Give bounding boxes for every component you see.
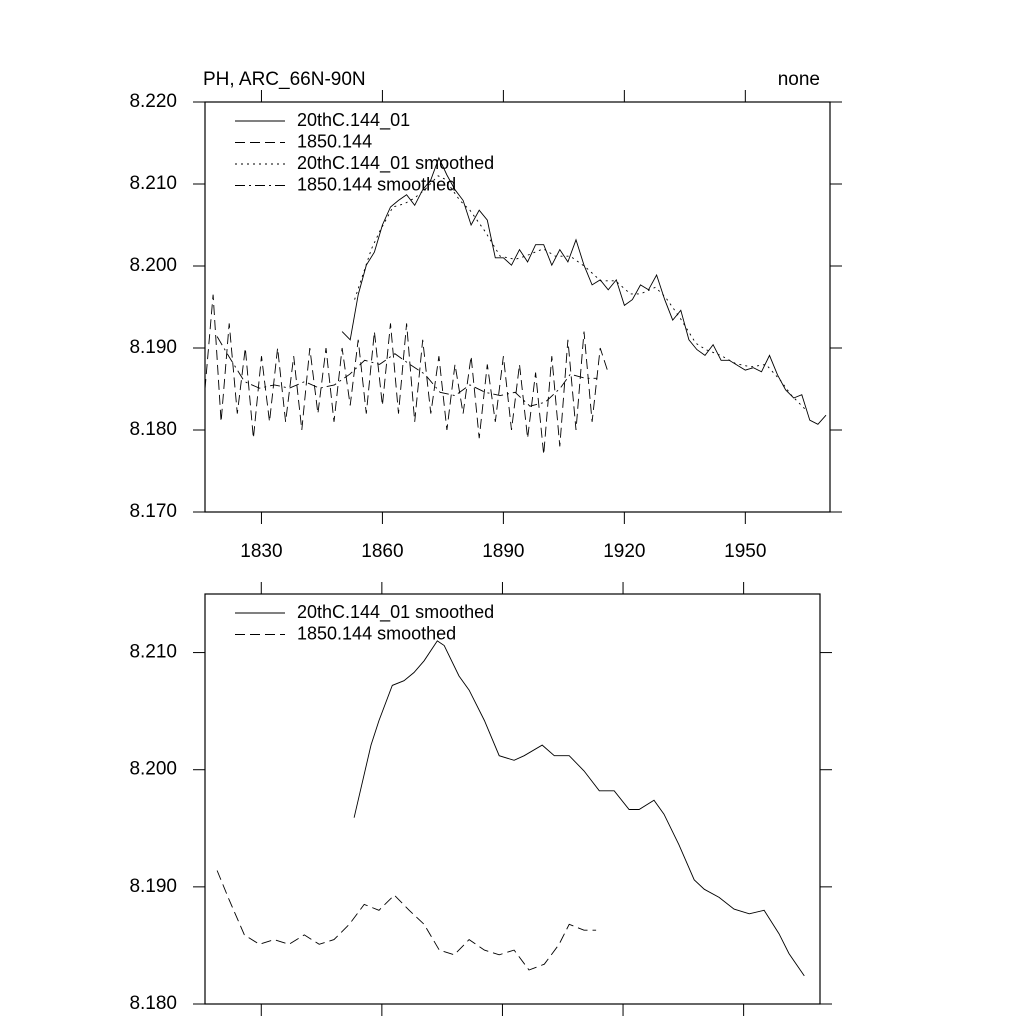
x-tick-label: 1830: [240, 541, 282, 562]
x-tick-label: 1950: [724, 541, 766, 562]
legend-label: 1850.144: [297, 131, 372, 151]
series-line: [204, 294, 609, 455]
series-line: [341, 156, 827, 425]
x-tick-label: 1920: [603, 541, 645, 562]
y-tick-label: 8.220: [129, 91, 177, 112]
x-tick-label: 1860: [361, 541, 403, 562]
legend-label: 1850.144 smoothed: [297, 174, 456, 194]
y-tick-label: 8.190: [129, 337, 177, 358]
y-tick-label: 8.190: [129, 876, 177, 897]
legend-label: 20thC.144_01: [297, 110, 410, 131]
y-tick-label: 8.200: [129, 255, 177, 276]
x-tick-label: 1890: [482, 541, 524, 562]
series-line: [216, 870, 597, 971]
legend-label: 20thC.144_01 smoothed: [297, 153, 494, 174]
series-line: [354, 175, 807, 411]
y-tick-label: 8.180: [129, 419, 177, 440]
legend-label: 20thC.144_01 smoothed: [297, 602, 494, 623]
y-tick-label: 8.210: [129, 173, 177, 194]
y-tick-label: 8.170: [129, 501, 177, 522]
legend-label: 1850.144 smoothed: [297, 623, 456, 643]
plot-frame: [204, 593, 821, 1005]
y-tick-label: 8.180: [129, 993, 177, 1014]
chart-title: PH, ARC_66N-90N: [203, 69, 366, 90]
series-line: [353, 640, 805, 977]
plot-frame: [204, 101, 831, 513]
series-line: [216, 336, 598, 407]
y-tick-label: 8.200: [129, 759, 177, 780]
chart-title-right: none: [778, 69, 820, 90]
y-tick-label: 8.210: [129, 642, 177, 663]
